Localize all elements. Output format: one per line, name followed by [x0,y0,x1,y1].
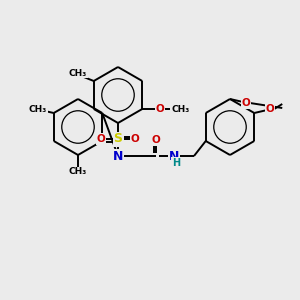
Text: O: O [130,134,140,144]
Text: O: O [156,104,165,114]
Text: S: S [113,133,122,146]
Text: CH₃: CH₃ [28,104,47,113]
Text: CH₃: CH₃ [171,104,189,113]
Text: O: O [266,104,274,114]
Text: H: H [172,158,180,168]
Text: CH₃: CH₃ [69,167,87,176]
Text: O: O [97,134,105,144]
Text: N: N [169,149,179,163]
Text: O: O [242,98,250,108]
Text: O: O [152,135,160,145]
Text: N: N [113,149,123,163]
Text: CH₃: CH₃ [69,68,87,77]
